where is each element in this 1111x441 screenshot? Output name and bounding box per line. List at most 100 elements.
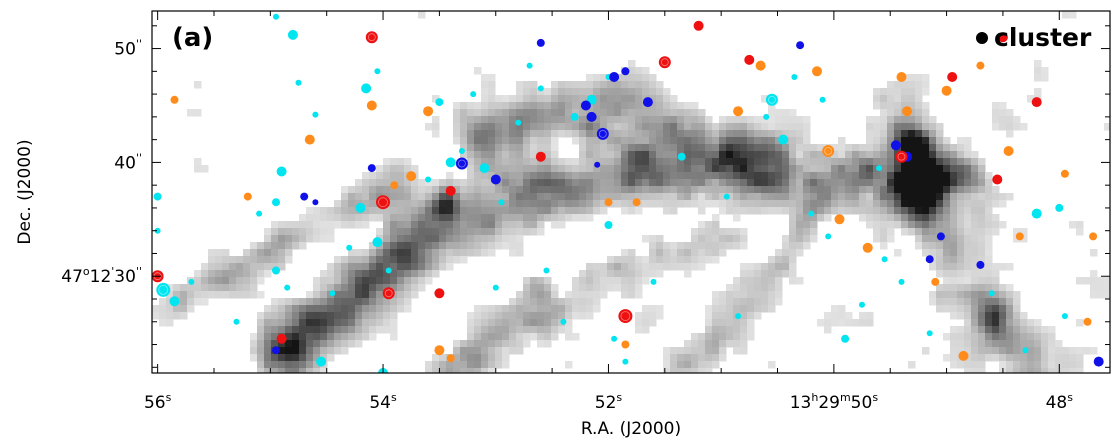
- x-tick-label-2: 52s: [595, 391, 623, 413]
- cluster-point-ring: [158, 284, 169, 295]
- cluster-point-orange-11: [621, 340, 630, 349]
- cluster-point-orange-2: [304, 134, 315, 145]
- cluster-point-cyan-44: [677, 152, 686, 161]
- cluster-point-cyan-50: [791, 74, 798, 80]
- cluster-point-cyan-51: [808, 210, 815, 217]
- cluster-point-orange-22: [958, 350, 969, 361]
- cluster-point-blue-8: [586, 111, 597, 122]
- cluster-point-cyan-5: [233, 318, 240, 325]
- plot-frame: [151, 10, 1111, 374]
- cluster-point-cyan-36: [560, 318, 567, 325]
- cluster-point-blue-6: [536, 38, 545, 47]
- cluster-point-cyan-37: [570, 112, 579, 121]
- cluster-point-ring: [378, 197, 388, 208]
- cluster-point-orange-21: [941, 85, 952, 96]
- cluster-point-red-3: [376, 195, 390, 210]
- cluster-point-cyan-17: [346, 244, 353, 251]
- cluster-point-cyan-10: [272, 198, 280, 207]
- cluster-point-orange-0: [170, 95, 179, 104]
- cluster-point-cyan-49: [778, 134, 789, 145]
- cluster-point-red-8: [618, 309, 633, 324]
- cluster-point-cyan-46: [735, 313, 742, 320]
- x-axis-title: R.A. (J2000): [581, 419, 681, 439]
- cluster-point-orange-19: [902, 106, 913, 117]
- cluster-point-orange-18: [896, 72, 907, 82]
- cluster-point-blue-11: [609, 72, 620, 82]
- cluster-point-ring: [457, 159, 466, 168]
- y-tick-label-2: 47o12'30'': [61, 265, 142, 287]
- y-tick-label-0: 50'': [114, 38, 142, 60]
- cluster-point-cyan-47: [763, 113, 770, 120]
- cluster-point-orange-14: [812, 66, 822, 77]
- cluster-point-cyan-35: [543, 267, 550, 274]
- cluster-point-cyan-60: [988, 290, 995, 297]
- cluster-point-cyan-45: [723, 193, 730, 200]
- cluster-point-orange-5: [406, 171, 417, 182]
- x-tick-label-1: 54s: [369, 391, 397, 413]
- cluster-point-cyan-30: [492, 284, 499, 291]
- cluster-point-cyan-3: [169, 296, 180, 307]
- cluster-point-ring: [897, 152, 906, 161]
- cluster-point-cyan-14: [312, 111, 319, 118]
- cluster-point-ring: [620, 311, 631, 322]
- cluster-point-red-16: [1031, 97, 1042, 108]
- intensity-map: [152, 11, 1110, 373]
- cluster-point-cyan-52: [819, 96, 826, 103]
- cluster-point-ring: [367, 33, 376, 42]
- cluster-point-cyan-9: [276, 166, 287, 177]
- cluster-point-cyan-16: [329, 290, 336, 297]
- x-tick-label-3: 13h29m50s: [790, 391, 879, 413]
- y-axis-title: Dec. (J2000): [15, 139, 35, 244]
- cluster-markers: [152, 13, 1104, 373]
- cluster-point-cyan-7: [273, 13, 279, 20]
- cluster-point-cyan-23: [385, 267, 392, 274]
- cluster-point-orange-4: [390, 181, 399, 190]
- cluster-point-cyan-19: [361, 83, 372, 94]
- cluster-point-cyan-34: [537, 85, 544, 92]
- cluster-point-orange-23: [976, 61, 985, 70]
- cluster-point-blue-13: [642, 97, 653, 108]
- panel-label: (a): [172, 23, 213, 53]
- x-tick-label-4: 48s: [1046, 391, 1074, 413]
- cluster-point-cyan-27: [458, 148, 465, 154]
- cluster-point-blue-9: [594, 161, 601, 168]
- cluster-point-blue-7: [580, 100, 591, 111]
- cluster-point-red-2: [365, 31, 378, 44]
- cluster-point-orange-9: [604, 198, 613, 207]
- cluster-point-red-4: [382, 287, 395, 300]
- cluster-point-cyan-20: [372, 237, 383, 248]
- cluster-point-orange-26: [1060, 169, 1069, 178]
- cluster-point-red-14: [992, 174, 1003, 185]
- cluster-point-blue-14: [796, 41, 805, 50]
- cluster-point-orange-8: [446, 354, 455, 363]
- cluster-point-cyan-6: [256, 210, 263, 217]
- cluster-point-cyan-18: [355, 202, 366, 213]
- cluster-point-blue-17: [925, 255, 934, 264]
- cluster-point-orange-10: [632, 198, 641, 207]
- cluster-point-ring: [660, 58, 669, 67]
- cluster-point-cyan-29: [479, 163, 490, 174]
- cluster-point-red-13: [947, 72, 958, 82]
- cluster-point-orange-1: [243, 192, 252, 201]
- cluster-point-cyan-40: [604, 221, 613, 229]
- cluster-point-cyan-33: [526, 62, 533, 69]
- cluster-point-cyan-4: [188, 278, 195, 285]
- cluster-point-cyan-43: [650, 278, 657, 285]
- cluster-point-orange-24: [1003, 146, 1014, 156]
- cluster-point-cyan-15: [316, 356, 327, 367]
- cluster-point-blue-1: [300, 192, 309, 201]
- cluster-point-cyan-62: [1031, 208, 1042, 219]
- cluster-point-cyan-54: [841, 334, 850, 343]
- cluster-point-orange-15: [822, 145, 835, 157]
- cluster-point-orange-25: [1015, 232, 1024, 241]
- cluster-point-orange-27: [1083, 317, 1092, 326]
- cluster-point-cyan-31: [498, 199, 505, 206]
- cluster-point-blue-12: [621, 67, 630, 76]
- cluster-point-red-1: [276, 333, 287, 344]
- cluster-point-blue-10: [596, 127, 609, 140]
- cluster-point-blue-2: [312, 199, 319, 206]
- cluster-point-orange-7: [434, 345, 445, 356]
- cluster-point-orange-17: [862, 242, 873, 253]
- legend: cluster: [976, 23, 1092, 52]
- cluster-point-red-7: [535, 151, 546, 162]
